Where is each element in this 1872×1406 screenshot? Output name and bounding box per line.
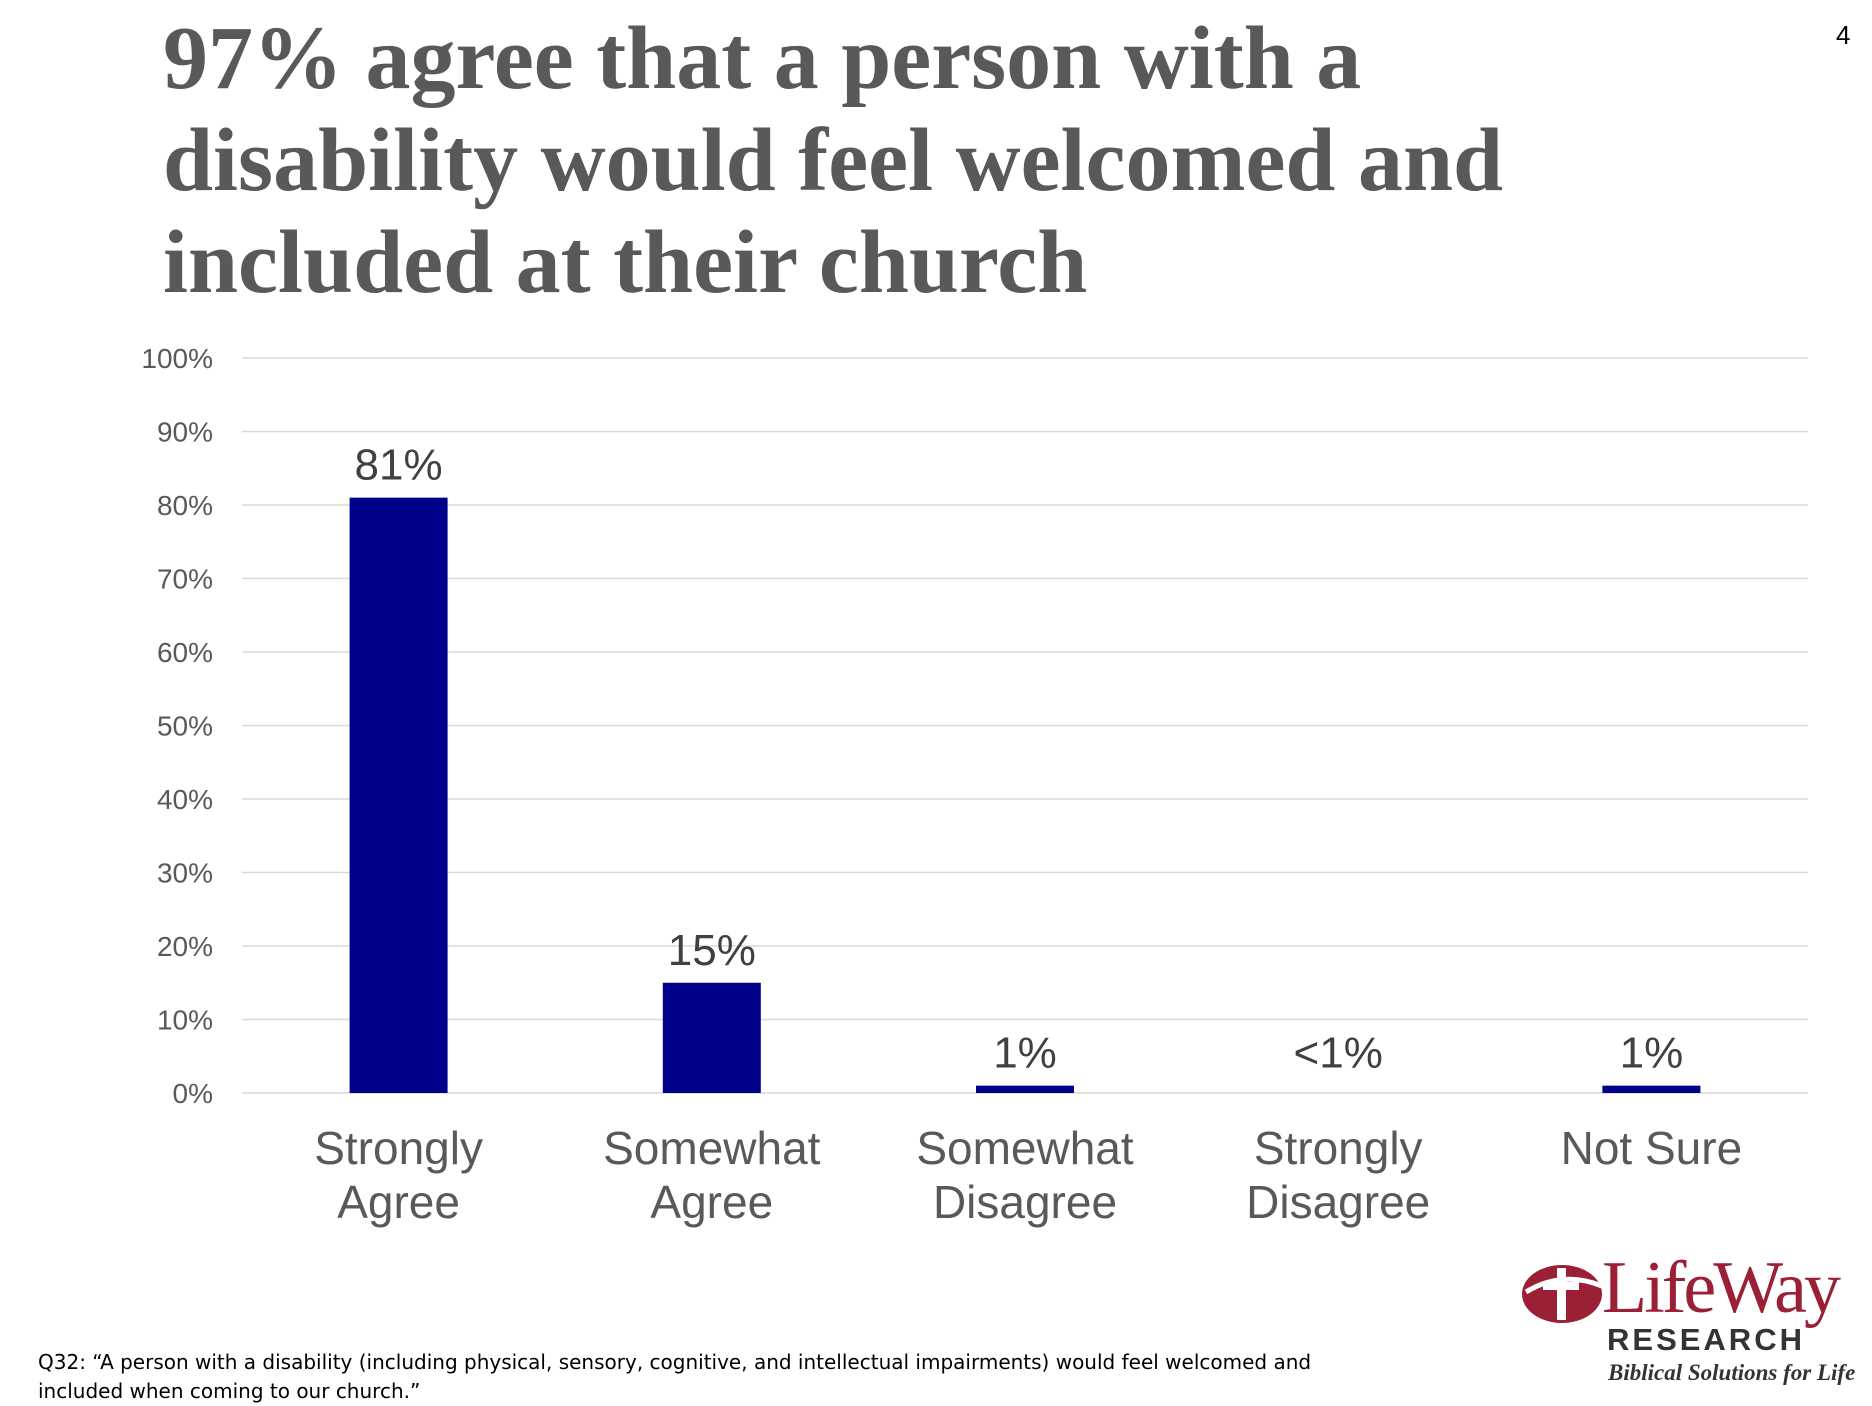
- y-tick-label: 80%: [157, 490, 213, 521]
- category-label: Not Sure: [1561, 1122, 1743, 1174]
- y-tick-label: 40%: [157, 784, 213, 815]
- bar: [349, 497, 448, 1093]
- y-tick-label: 10%: [157, 1005, 213, 1036]
- y-tick-label: 50%: [157, 711, 213, 742]
- data-label: 81%: [355, 441, 443, 490]
- category-label: Strongly: [1254, 1122, 1423, 1174]
- logo-wordmark: LifeWay: [1602, 1247, 1841, 1329]
- page-number: 4: [1836, 20, 1851, 50]
- category-label: Somewhat: [603, 1122, 821, 1174]
- logo-tagline: Biblical Solutions for Life: [1608, 1360, 1856, 1385]
- category-label: Disagree: [1246, 1176, 1430, 1228]
- y-tick-label: 0%: [173, 1078, 213, 1109]
- category-label: Strongly: [314, 1122, 483, 1174]
- y-tick-label: 90%: [157, 417, 213, 448]
- page-title: 97% agree that a person with a disabilit…: [163, 9, 1504, 312]
- footnote: Q32: “A person with a disability (includ…: [38, 1350, 1312, 1403]
- category-label: Disagree: [933, 1176, 1117, 1228]
- cross-circle-icon: [1522, 1265, 1603, 1323]
- category-label: Agree: [337, 1176, 460, 1228]
- y-tick-label: 60%: [157, 637, 213, 668]
- y-tick-label: 20%: [157, 931, 213, 962]
- y-tick-label: 100%: [141, 343, 213, 374]
- bar: [662, 982, 761, 1093]
- y-tick-label: 70%: [157, 564, 213, 595]
- category-label: Agree: [650, 1176, 773, 1228]
- data-label: 15%: [668, 926, 756, 975]
- bar: [976, 1085, 1074, 1093]
- category-label: Somewhat: [916, 1122, 1134, 1174]
- logo-research: RESEARCH: [1607, 1322, 1805, 1357]
- data-label: 1%: [1620, 1029, 1684, 1078]
- y-tick-label: 30%: [157, 858, 213, 889]
- lifeway-logo: LifeWay RESEARCH Biblical Solutions for …: [1512, 1248, 1862, 1398]
- data-label: 1%: [993, 1029, 1057, 1078]
- data-label: <1%: [1294, 1029, 1383, 1078]
- bar: [1602, 1085, 1701, 1093]
- bar-chart: 0% 10% 20% 30% 40% 50% 60% 70% 80% 90% 100% 81% Stro…: [141, 343, 1808, 1228]
